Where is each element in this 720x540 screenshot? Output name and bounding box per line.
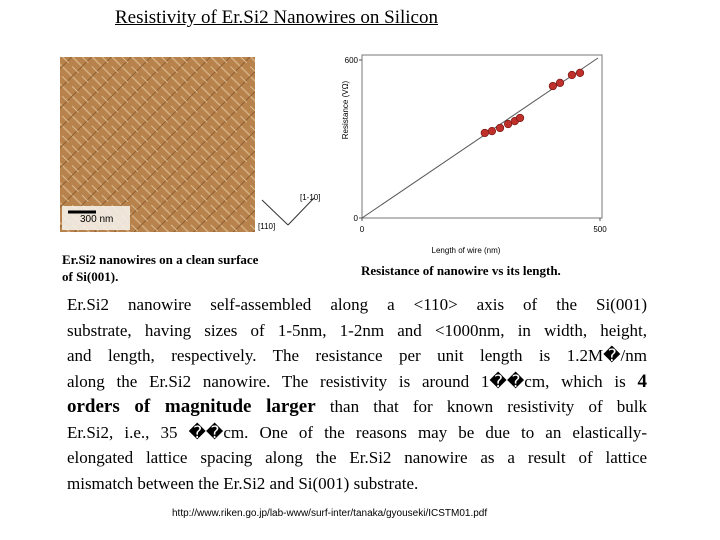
text-run: mismatch between the Er.Si2 and Si(001) … bbox=[67, 473, 419, 493]
data-point bbox=[487, 127, 497, 136]
text-run: than that for known resistivity of bulk bbox=[315, 397, 647, 416]
y-tick-label: 600 bbox=[345, 56, 359, 65]
source-url: http://www.riken.go.jp/lab-www/surf-inte… bbox=[172, 508, 488, 519]
text-run: Er.Si2, i.e., 35 ��cm. One of the reason… bbox=[67, 422, 647, 442]
image-caption: Er.Si2 nanowires on a clean surface bbox=[62, 252, 259, 267]
text-line: elongated lattice spacing along the Er.S… bbox=[67, 445, 647, 471]
text-run: along the Er.Si2 nanowire. The resistivi… bbox=[67, 371, 638, 391]
x-axis-label: Length of wire (nm) bbox=[432, 246, 501, 255]
y-axis-label: Resistance (VΩ) bbox=[341, 80, 350, 139]
emphasis: 4 bbox=[637, 370, 648, 392]
data-point bbox=[515, 113, 525, 123]
data-point bbox=[548, 81, 557, 91]
data-point bbox=[567, 70, 577, 80]
data-point bbox=[495, 123, 505, 133]
text-line: and length, respectively. The resistance… bbox=[67, 343, 647, 369]
figure-area: 300 nm [110] [1-10] 0 600 0 500 Length of wi… bbox=[60, 54, 607, 255]
image-caption: of Si(001). bbox=[62, 269, 119, 284]
scale-label: 300 nm bbox=[80, 214, 113, 225]
direction-label: [110] bbox=[258, 222, 275, 231]
text-run: elongated lattice spacing along the Er.S… bbox=[67, 448, 647, 467]
text-line: along the Er.Si2 nanowire. The resistivi… bbox=[67, 369, 647, 395]
text-run: substrate, having sizes of 1-5nm, 1-2nm … bbox=[67, 320, 647, 340]
x-tick-label: 0 bbox=[360, 225, 365, 234]
text-line: Er.Si2 nanowire self-assembled along a <… bbox=[67, 292, 647, 318]
arrow bbox=[287, 197, 315, 226]
data-point bbox=[575, 68, 585, 78]
body-text: Er.Si2 nanowire self-assembled along a <… bbox=[67, 292, 647, 496]
data-point bbox=[480, 128, 489, 138]
scale-box bbox=[62, 206, 130, 230]
text-run: Er.Si2 nanowire self-assembled along a <… bbox=[67, 295, 647, 314]
chart-caption: Resistance of nanowire vs its length. bbox=[361, 263, 561, 278]
x-tick-label: 500 bbox=[593, 225, 607, 234]
title: Resistivity of Er.Si2 Nanowires on Silic… bbox=[115, 7, 438, 28]
direction-label: [1-10] bbox=[300, 193, 320, 202]
afm-image bbox=[60, 57, 255, 232]
text-line: mismatch between the Er.Si2 and Si(001) … bbox=[67, 471, 647, 497]
text-line: Er.Si2, i.e., 35 ��cm. One of the reason… bbox=[67, 420, 647, 446]
y-tick-label: 0 bbox=[354, 214, 359, 223]
data-point bbox=[555, 78, 565, 88]
afm-shade bbox=[60, 57, 255, 232]
text-line: substrate, having sizes of 1-5nm, 1-2nm … bbox=[67, 318, 647, 344]
text-line: orders of magnitude larger than that for… bbox=[67, 394, 647, 420]
arrow bbox=[261, 199, 289, 226]
text-run: and length, respectively. The resistance… bbox=[67, 346, 647, 365]
plot-frame bbox=[361, 54, 603, 219]
emphasis: orders of magnitude larger bbox=[67, 396, 316, 417]
chart: 0 600 0 500 Length of wire (nm) Resistance (V… bbox=[341, 54, 607, 255]
